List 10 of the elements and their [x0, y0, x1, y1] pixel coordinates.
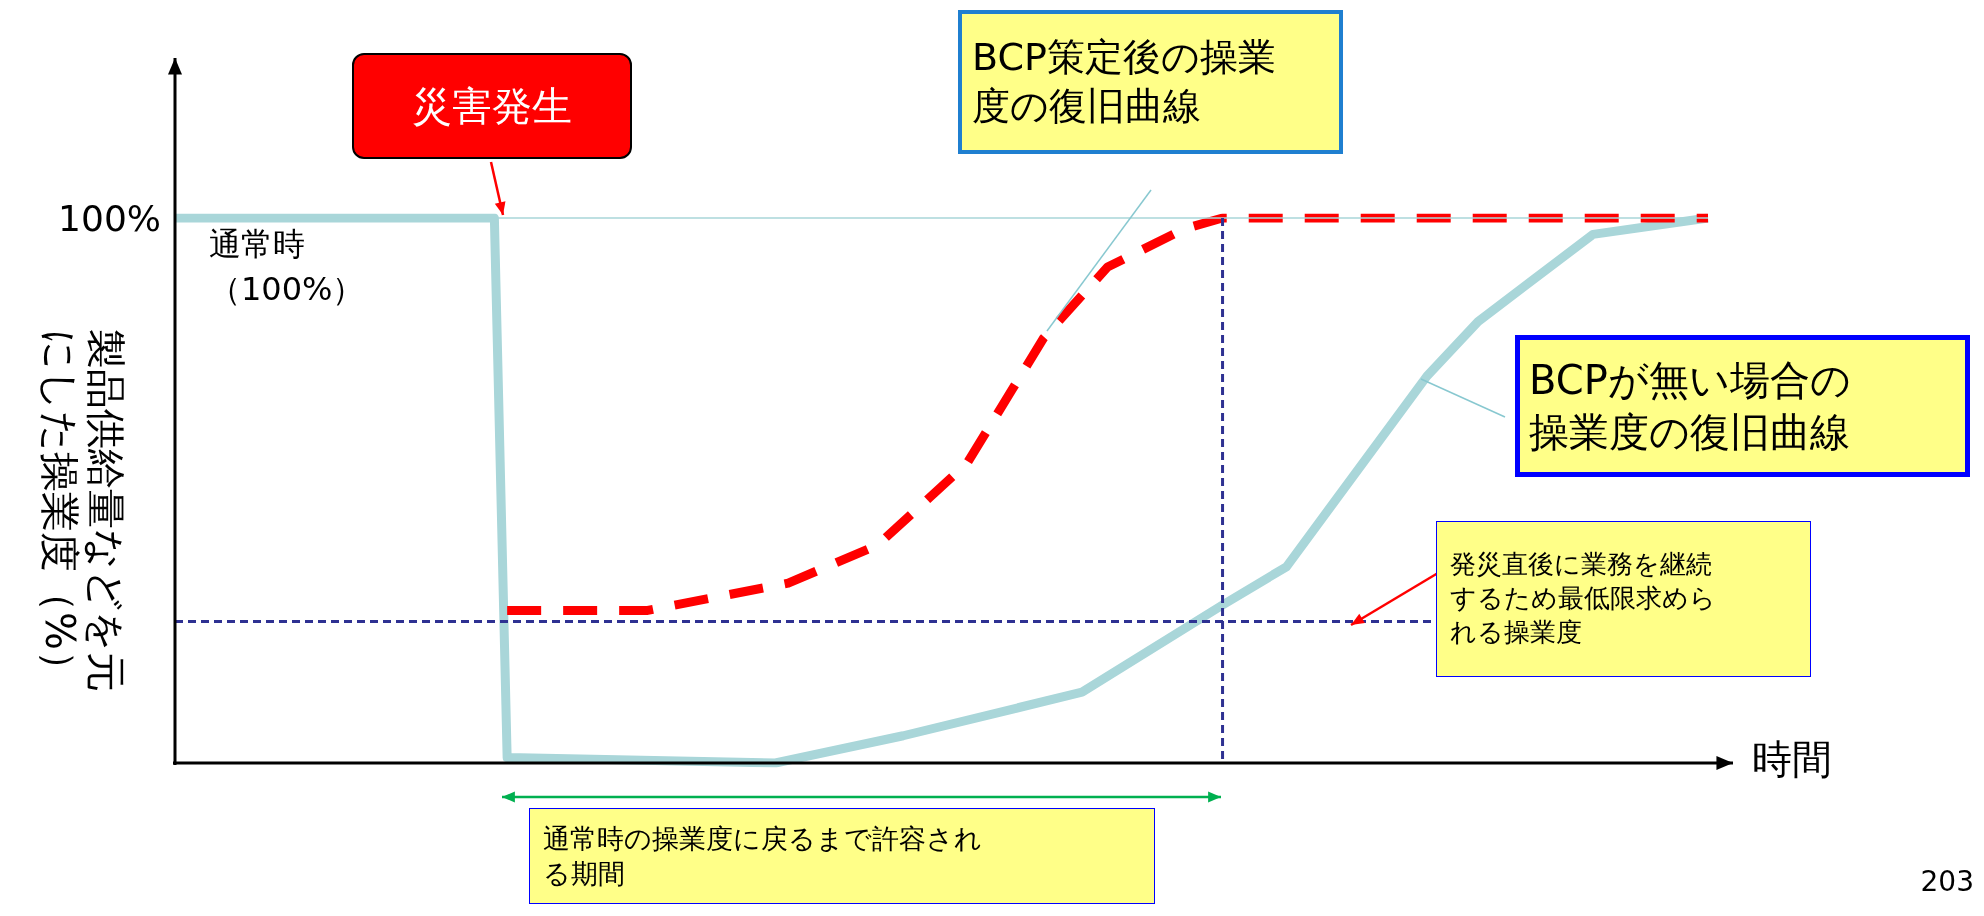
text: BCP策定後の操業度の復旧曲線	[972, 33, 1277, 130]
text: 災害発生	[411, 82, 573, 131]
annotation: 発災直後に業務を継続するため最低限求められる操業度	[1450, 548, 1717, 649]
x-axis-title: 時間	[1752, 736, 1832, 782]
annotation: BCPが無い場合の操業度の復旧曲線	[1529, 356, 1852, 457]
y-axis-title: 製品供給量などを元にした操業度（%）	[37, 329, 129, 694]
text: 通常時の操業度に戻るまで許容される期間	[543, 821, 983, 891]
annotation: 通常時（100%）	[209, 224, 366, 310]
ref-line-label: 100%	[58, 197, 161, 239]
text: 203	[1919, 864, 1974, 900]
